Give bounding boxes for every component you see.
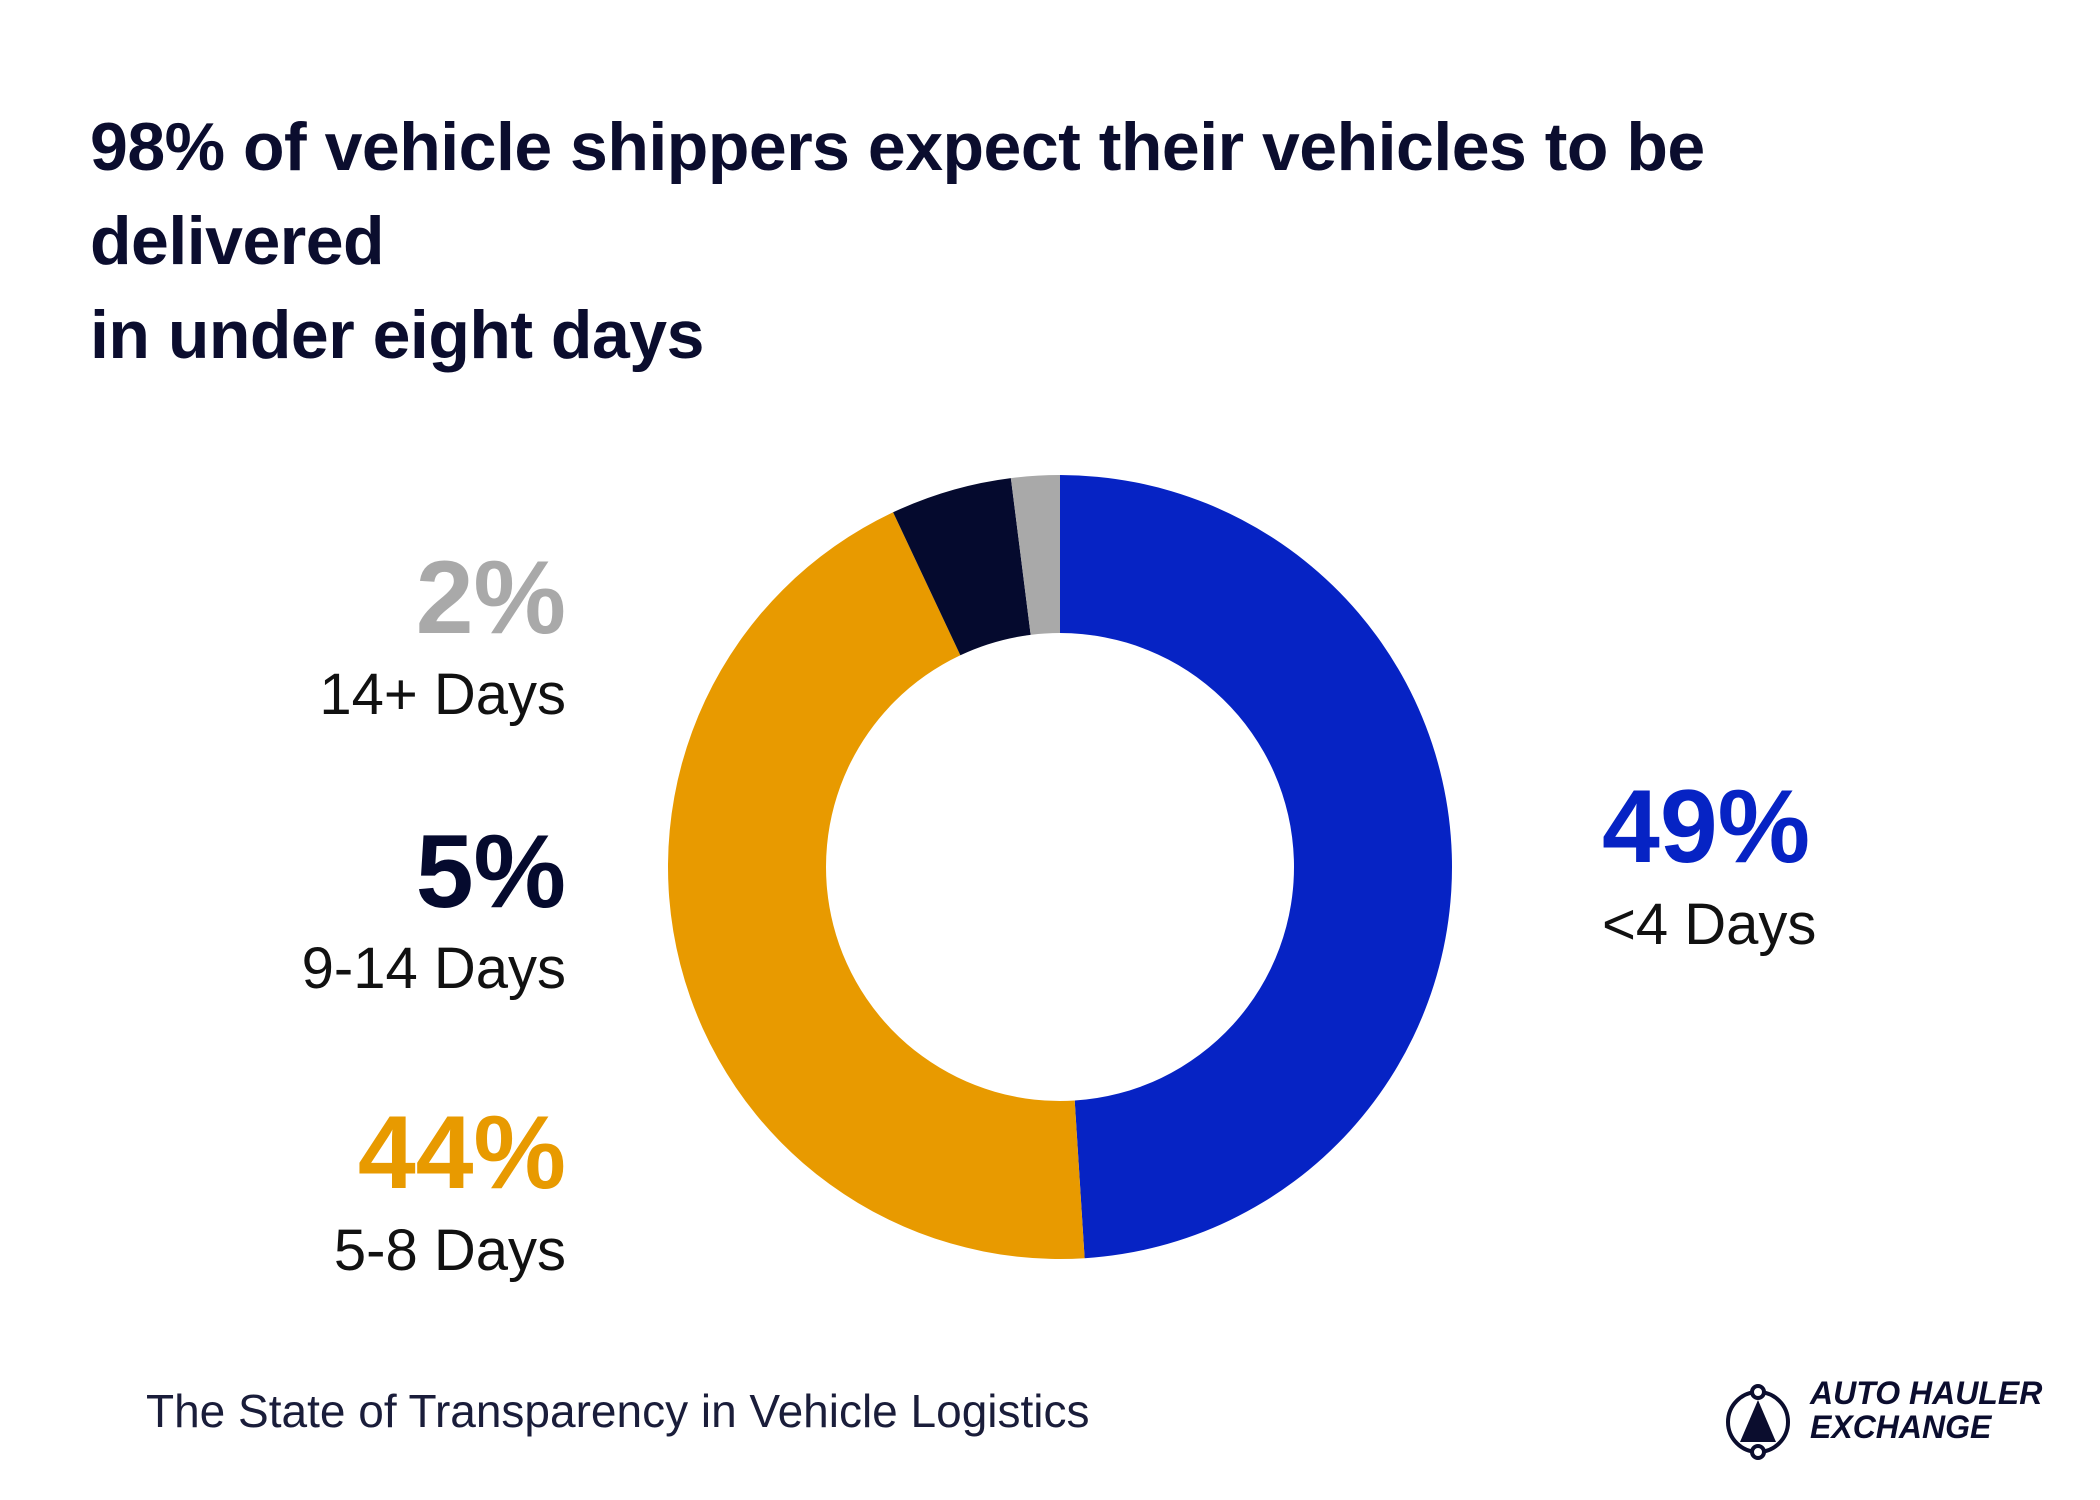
slice-4-days <box>1060 475 1452 1259</box>
label-percent-5-8-days: 44% <box>358 1095 566 1211</box>
logo-wordmark: AUTO HAULER EXCHANGE <box>1810 1376 2042 1444</box>
slice-9-14-days <box>893 478 1031 656</box>
logo-line-1: AUTO HAULER <box>1810 1375 2043 1411</box>
source-caption: The State of Transparency in Vehicle Log… <box>146 1385 1090 1437</box>
donut-slices <box>668 475 1452 1259</box>
chart-title-line-1: 98% of vehicle shippers expect their veh… <box>90 109 1705 279</box>
label-percent-4-days: 49% <box>1602 769 1810 885</box>
chart-title: 98% of vehicle shippers expect their veh… <box>90 100 1990 382</box>
brand-logo: AUTO HAULER EXCHANGE <box>1722 1370 2042 1470</box>
label-percent-9-14-days: 5% <box>416 814 566 930</box>
label-category-14-days: 14+ Days <box>319 662 566 727</box>
label-category-4-days: <4 Days <box>1602 892 1816 957</box>
slice-5-8-days <box>668 512 1085 1259</box>
slice-14-days <box>1010 475 1060 635</box>
label-percent-14-days: 2% <box>416 540 566 656</box>
label-category-5-8-days: 5-8 Days <box>334 1218 566 1283</box>
auto-hauler-exchange-logo-icon <box>1726 1384 1790 1460</box>
slice-labels: 49% <4 Days 44% 5-8 Days 5%9-14 Days 2%14+ Da… <box>302 540 1817 1283</box>
chart-title-line-2: in under eight days <box>90 297 704 373</box>
logo-line-2: EXCHANGE <box>1810 1409 1992 1445</box>
label-category-9-14-days: 9-14 Days <box>302 936 566 1001</box>
